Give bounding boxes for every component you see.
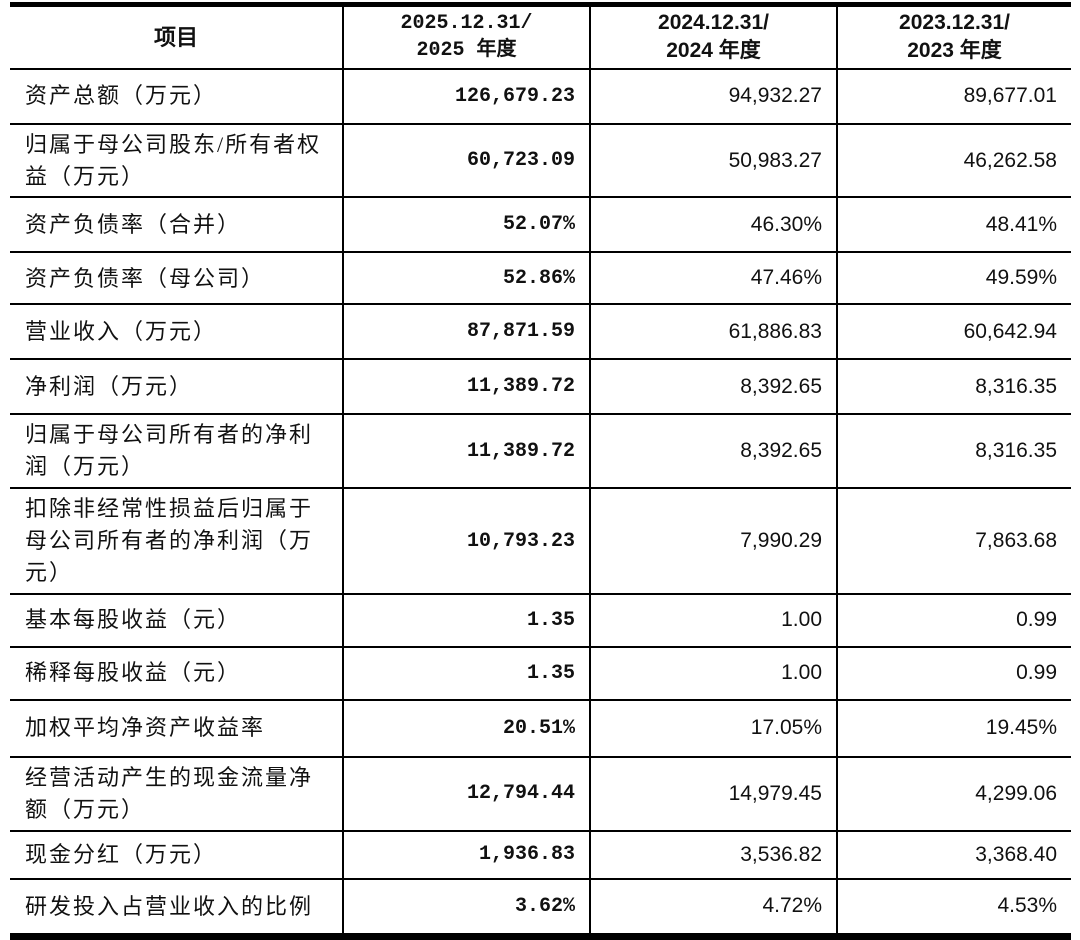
value-2023: 60,642.94 <box>836 304 1071 361</box>
header-period-2025-line2: 2025 年度 <box>416 39 517 63</box>
row-label: 现金分红（万元） <box>10 830 343 880</box>
value-2023: 49.59% <box>836 252 1071 306</box>
value-2025: 11,389.72 <box>342 359 590 416</box>
table-row: 经营活动产生的现金流量净额（万元） 12,794.44 14,979.45 4,… <box>10 756 1071 832</box>
table-row: 资产总额（万元） 126,679.23 94,932.27 89,677.01 <box>10 68 1071 125</box>
table-row: 稀释每股收益（元） 1.35 1.00 0.99 <box>10 646 1071 701</box>
row-label: 稀释每股收益（元） <box>10 646 343 701</box>
value-2024: 8,392.65 <box>589 359 837 416</box>
header-period-2023-line2: 2023 年度 <box>907 39 1002 63</box>
table-row: 基本每股收益（元） 1.35 1.00 0.99 <box>10 593 1071 648</box>
value-2024: 47.46% <box>589 252 837 306</box>
value-2025: 52.86% <box>342 252 590 306</box>
value-2025: 3.62% <box>342 878 590 938</box>
value-2024: 1.00 <box>589 646 837 701</box>
value-2025: 10,793.23 <box>342 488 590 595</box>
value-2024: 14,979.45 <box>589 756 837 832</box>
row-label: 资产负债率（母公司） <box>10 252 343 306</box>
row-label: 扣除非经常性损益后归属于母公司所有者的净利润（万元） <box>10 488 343 595</box>
value-2025: 1.35 <box>342 593 590 648</box>
header-period-2024: 2024.12.31/ 2024 年度 <box>589 4 837 70</box>
row-label: 加权平均净资产收益率 <box>10 699 343 758</box>
table-row: 加权平均净资产收益率 20.51% 17.05% 19.45% <box>10 699 1071 758</box>
value-2025: 20.51% <box>342 699 590 758</box>
table-row: 研发投入占营业收入的比例 3.62% 4.72% 4.53% <box>10 878 1071 938</box>
value-2023: 0.99 <box>836 593 1071 648</box>
value-2024: 4.72% <box>589 878 837 938</box>
table-row: 资产负债率（母公司） 52.86% 47.46% 49.59% <box>10 252 1071 306</box>
value-2023: 3,368.40 <box>836 830 1071 880</box>
value-2025: 1,936.83 <box>342 830 590 880</box>
header-period-2025-line1: 2025.12.31/ <box>400 12 533 36</box>
header-period-2024-line1: 2024.12.31/ <box>658 11 769 34</box>
header-item: 项目 <box>10 4 343 70</box>
value-2025: 1.35 <box>342 646 590 701</box>
value-2024: 61,886.83 <box>589 304 837 361</box>
value-2025: 126,679.23 <box>342 68 590 125</box>
document-page: 项目 2025.12.31/ 2025 年度 2024.12.31/ 2024 … <box>10 2 1071 940</box>
row-label: 资产负债率（合并） <box>10 197 343 254</box>
value-2023: 46,262.58 <box>836 123 1071 199</box>
header-period-2024-line2: 2024 年度 <box>666 39 761 63</box>
row-label: 经营活动产生的现金流量净额（万元） <box>10 756 343 832</box>
table-row: 扣除非经常性损益后归属于母公司所有者的净利润（万元） 10,793.23 7,9… <box>10 488 1071 595</box>
table-row: 归属于母公司所有者的净利润（万元） 11,389.72 8,392.65 8,3… <box>10 414 1071 490</box>
value-2025: 52.07% <box>342 197 590 254</box>
header-period-2023: 2023.12.31/ 2023 年度 <box>836 4 1071 70</box>
value-2025: 87,871.59 <box>342 304 590 361</box>
value-2023: 0.99 <box>836 646 1071 701</box>
value-2023: 89,677.01 <box>836 68 1071 125</box>
value-2024: 7,990.29 <box>589 488 837 595</box>
value-2024: 1.00 <box>589 593 837 648</box>
table-row: 归属于母公司股东/所有者权益（万元） 60,723.09 50,983.27 4… <box>10 123 1071 199</box>
value-2023: 19.45% <box>836 699 1071 758</box>
row-label: 归属于母公司所有者的净利润（万元） <box>10 414 343 490</box>
financial-summary-table: 项目 2025.12.31/ 2025 年度 2024.12.31/ 2024 … <box>10 2 1071 940</box>
table-row: 资产负债率（合并） 52.07% 46.30% 48.41% <box>10 197 1071 254</box>
value-2025: 11,389.72 <box>342 414 590 490</box>
value-2023: 48.41% <box>836 197 1071 254</box>
value-2025: 60,723.09 <box>342 123 590 199</box>
value-2023: 8,316.35 <box>836 359 1071 416</box>
value-2024: 17.05% <box>589 699 837 758</box>
row-label: 净利润（万元） <box>10 359 343 416</box>
value-2023: 4,299.06 <box>836 756 1071 832</box>
value-2023: 4.53% <box>836 878 1071 938</box>
row-label: 资产总额（万元） <box>10 68 343 125</box>
value-2024: 8,392.65 <box>589 414 837 490</box>
header-period-2023-line1: 2023.12.31/ <box>899 11 1010 34</box>
value-2024: 94,932.27 <box>589 68 837 125</box>
header-period-2025: 2025.12.31/ 2025 年度 <box>342 4 590 70</box>
table-row: 净利润（万元） 11,389.72 8,392.65 8,316.35 <box>10 359 1071 416</box>
table-header-row: 项目 2025.12.31/ 2025 年度 2024.12.31/ 2024 … <box>10 4 1071 70</box>
value-2025: 12,794.44 <box>342 756 590 832</box>
row-label: 基本每股收益（元） <box>10 593 343 648</box>
row-label: 营业收入（万元） <box>10 304 343 361</box>
value-2023: 7,863.68 <box>836 488 1071 595</box>
value-2024: 46.30% <box>589 197 837 254</box>
value-2024: 3,536.82 <box>589 830 837 880</box>
table-row: 现金分红（万元） 1,936.83 3,536.82 3,368.40 <box>10 830 1071 880</box>
value-2024: 50,983.27 <box>589 123 837 199</box>
row-label: 归属于母公司股东/所有者权益（万元） <box>10 123 343 199</box>
value-2023: 8,316.35 <box>836 414 1071 490</box>
table-row: 营业收入（万元） 87,871.59 61,886.83 60,642.94 <box>10 304 1071 361</box>
row-label: 研发投入占营业收入的比例 <box>10 878 343 938</box>
